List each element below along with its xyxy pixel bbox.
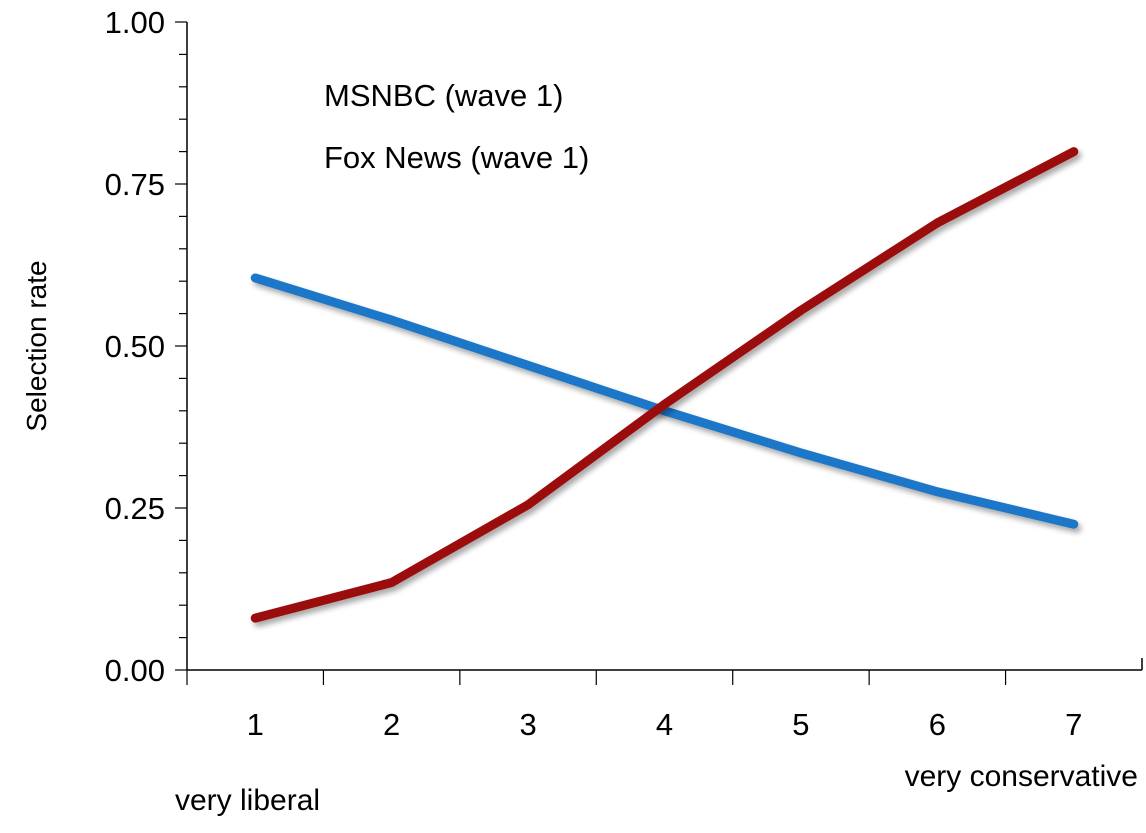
y-tick-label: 0.50 [105,329,165,364]
legend-label-msnbc: MSNBC (wave 1) [324,78,563,113]
y-axis-title: Selection rate [21,260,52,431]
axes [186,22,1143,671]
y-tick-label: 0.75 [105,167,165,202]
x-tick-label: 2 [383,707,400,742]
x-tick-label: 7 [1065,707,1082,742]
x-tick-label: 1 [247,707,264,742]
series-lines [250,147,1079,623]
x-tick-label: 4 [656,707,673,742]
annotation-very-conservative: very conservative [905,760,1138,793]
y-tick-label: 0.25 [105,491,165,526]
y-tick-label: 0.00 [105,653,165,688]
series-line-fox-news [250,147,1079,623]
annotation-very-liberal: very liberal [175,784,320,817]
x-tick-label: 3 [519,707,536,742]
y-tick-label: 1.00 [105,5,165,40]
legend-label-fox-news: Fox News (wave 1) [324,140,589,175]
series-line-msnbc [250,273,1079,529]
tick-labels: 0.00 0.25 0.50 0.75 1.00 1 2 3 4 5 6 7 [105,5,1083,742]
legend: MSNBC (wave 1) Fox News (wave 1) [265,78,589,175]
x-tick-label: 6 [929,707,946,742]
tick-marks [175,21,1007,685]
x-tick-label: 5 [792,707,809,742]
